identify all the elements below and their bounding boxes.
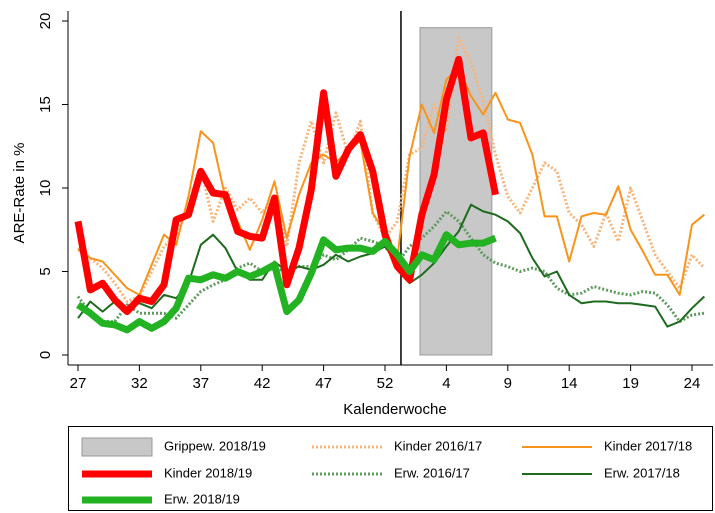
y-tick-label: 15 <box>37 96 54 113</box>
x-tick-label: 4 <box>442 375 450 392</box>
legend-box <box>68 426 713 511</box>
legend-label: Kinder 2016/17 <box>394 438 482 453</box>
series-line <box>76 231 497 334</box>
y-axis-label: ARE-Rate in % <box>11 143 28 244</box>
x-axis-label: Kalenderwoche <box>343 401 446 418</box>
x-tick-label: 19 <box>622 375 639 392</box>
y-tick-label: 10 <box>37 180 54 197</box>
x-tick-label: 52 <box>377 375 394 392</box>
x-tick-label: 9 <box>504 375 512 392</box>
x-tick-label: 14 <box>561 375 578 392</box>
y-tick-label: 5 <box>37 267 54 275</box>
x-tick-label: 42 <box>254 375 271 392</box>
legend-label: Erw. 2018/19 <box>164 491 240 506</box>
x-tick-label: 24 <box>684 375 701 392</box>
axes: 0 5 10 15 20 27 32 37 42 47 52 4 9 14 19 24 <box>37 11 713 392</box>
x-tick-label: 47 <box>315 375 332 392</box>
x-tick-label: 27 <box>70 375 87 392</box>
y-tick-label: 20 <box>37 13 54 30</box>
legend-label: Kinder 2017/18 <box>604 438 692 453</box>
x-tick-label: 37 <box>192 375 209 392</box>
plot-area <box>74 11 706 365</box>
y-tick-label: 0 <box>37 351 54 359</box>
legend-label: Erw. 2017/18 <box>604 465 680 480</box>
series-line <box>77 36 706 303</box>
legend: Grippew. 2018/19 Kinder 2016/17 Kinder 201… <box>81 437 692 506</box>
x-tick-label: 32 <box>131 375 148 392</box>
legend-label: Grippew. 2018/19 <box>164 438 266 453</box>
legend-swatch <box>81 437 153 457</box>
legend-label: Kinder 2018/19 <box>164 465 252 480</box>
legend-label: Erw. 2016/17 <box>394 465 470 480</box>
series-line <box>74 55 499 316</box>
